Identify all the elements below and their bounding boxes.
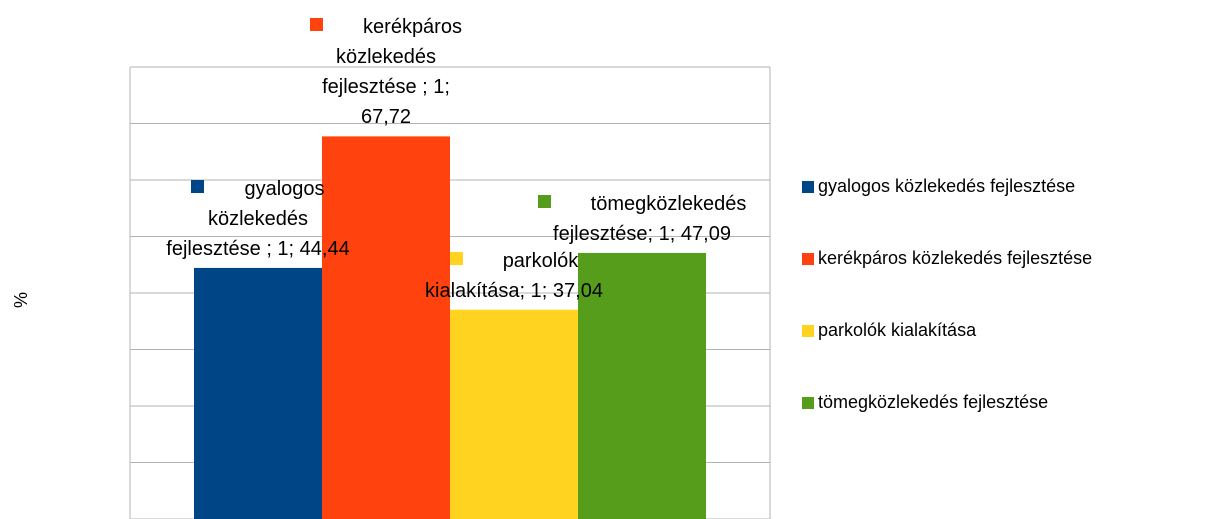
bar [322, 136, 450, 519]
legend-label: gyalogos közlekedés fejlesztése [818, 176, 1076, 196]
label-key [310, 18, 324, 32]
label-text: gyalogos közlekedés fejlesztése ; 1; 44,… [166, 177, 350, 260]
label-key [449, 251, 463, 265]
legend-label: kerékpáros közlekedés fejlesztése [818, 248, 1093, 268]
label-key [537, 194, 551, 208]
data-label: parkolók kialakítása; 1; 37,04 [419, 246, 609, 306]
data-label: gyalogos közlekedés fejlesztése ; 1; 44,… [163, 174, 353, 264]
legend-entry: kerékpáros közlekedés fejlesztése [802, 248, 1092, 269]
label-key [191, 179, 205, 193]
legend-key [802, 397, 814, 409]
legend-key [802, 253, 814, 265]
legend-key [802, 325, 814, 337]
label-text: kerékpáros közlekedés fejlesztése ; 1; 6… [322, 16, 462, 129]
legend-entry: tömegközlekedés fejlesztése [802, 392, 1048, 413]
legend-label: tömegközlekedés fejlesztése [818, 392, 1049, 412]
label-text: tömegközlekedés fejlesztése; 1; 47,09 [553, 192, 747, 245]
legend-key [802, 181, 814, 193]
bar [450, 309, 578, 519]
y-axis-label: % [11, 292, 31, 308]
data-label: tömegközlekedés fejlesztése; 1; 47,09 [522, 189, 762, 249]
bar [578, 252, 706, 519]
legend-label: parkolók kialakítása [818, 320, 977, 340]
legend-entry: parkolók kialakítása [802, 320, 976, 341]
legend-entry: gyalogos közlekedés fejlesztése [802, 176, 1075, 197]
data-label: kerékpáros közlekedés fejlesztése ; 1; 6… [296, 12, 476, 132]
label-text: parkolók kialakítása; 1; 37,04 [425, 249, 603, 302]
bar [194, 267, 322, 519]
